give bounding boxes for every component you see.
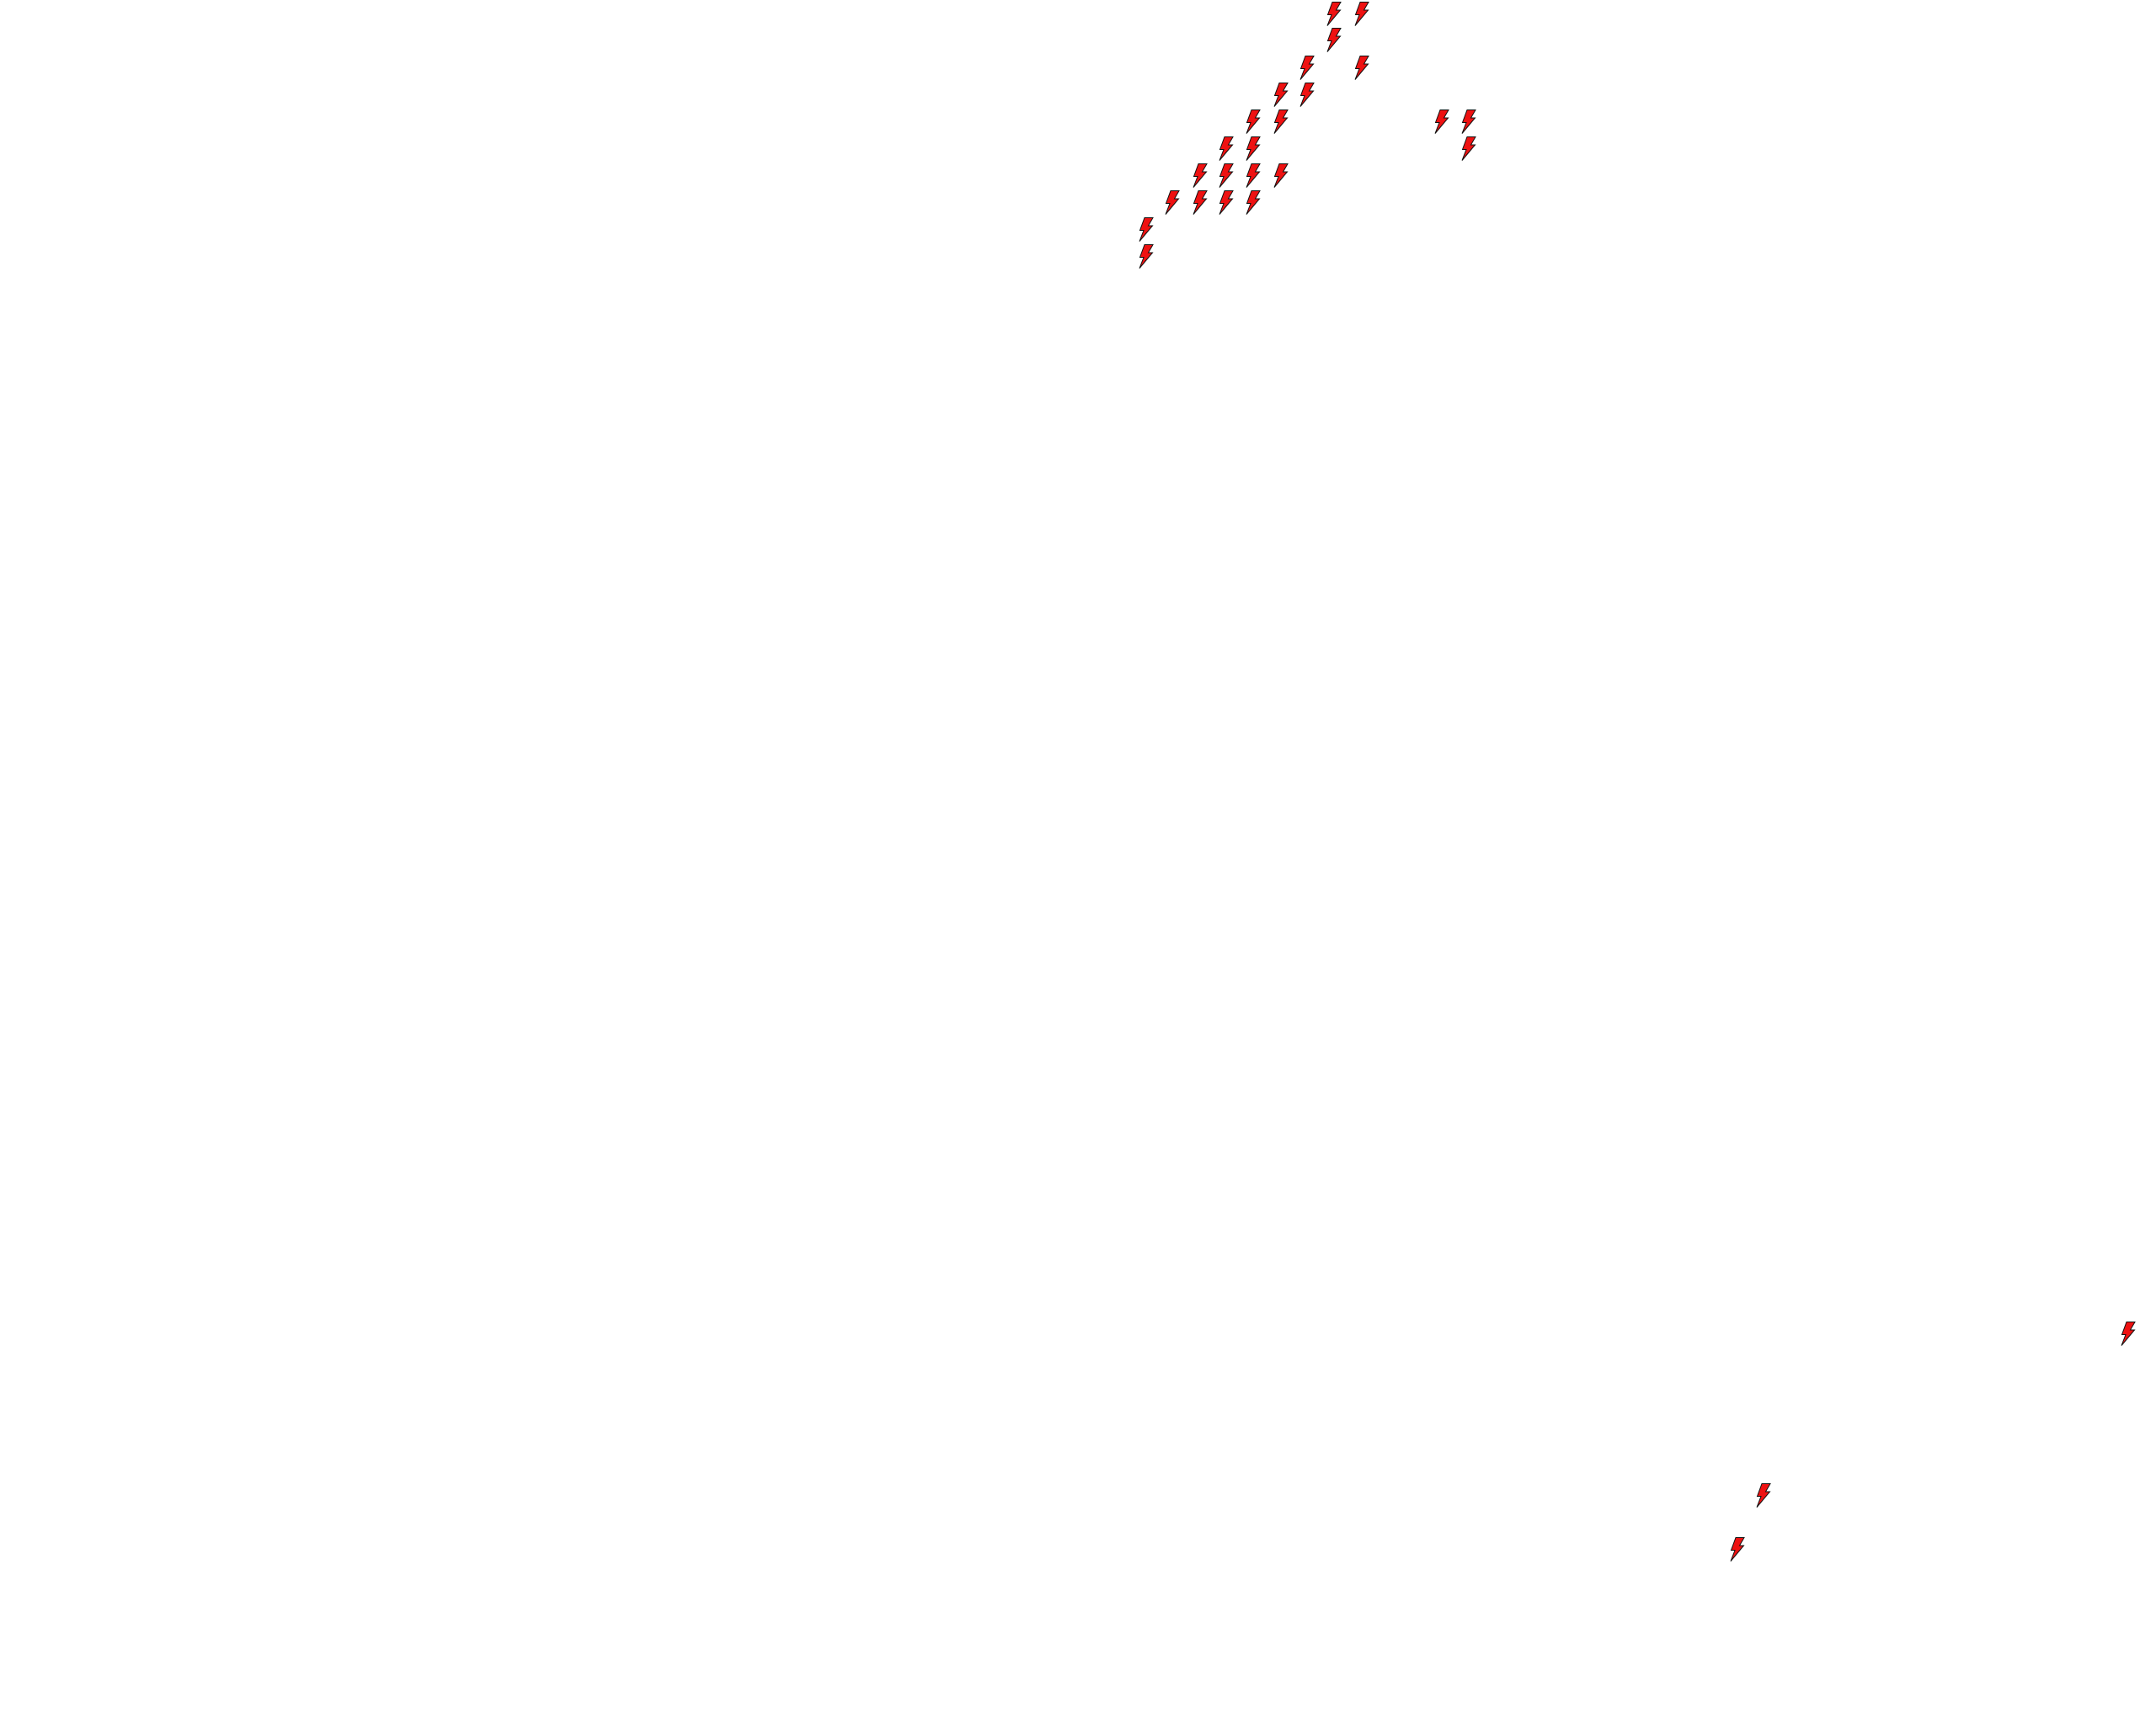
lightning-bolt-icon[interactable] — [1139, 217, 1154, 242]
lightning-bolt-icon[interactable] — [1246, 163, 1261, 188]
lightning-bolt-icon[interactable] — [1246, 109, 1261, 134]
lightning-bolt-icon[interactable] — [1246, 190, 1261, 215]
lightning-bolt-icon[interactable] — [1434, 109, 1449, 134]
lightning-bolt-icon[interactable] — [1354, 56, 1369, 80]
lightning-bolt-icon[interactable] — [1299, 83, 1315, 107]
lightning-bolt-icon[interactable] — [1193, 190, 1208, 215]
lightning-bolt-icon[interactable] — [1273, 163, 1289, 188]
lightning-bolt-icon[interactable] — [1354, 2, 1369, 26]
lightning-bolt-icon[interactable] — [1219, 136, 1234, 161]
lightning-bolt-icon[interactable] — [1139, 244, 1154, 269]
lightning-bolt-icon[interactable] — [1273, 109, 1289, 134]
lightning-bolt-icon[interactable] — [1193, 163, 1208, 188]
lightning-bolt-icon[interactable] — [1756, 1483, 1771, 1508]
lightning-bolt-icon[interactable] — [1299, 56, 1315, 80]
lightning-bolt-icon[interactable] — [2121, 1322, 2136, 1346]
lightning-bolt-icon[interactable] — [1219, 190, 1234, 215]
lightning-bolt-icon[interactable] — [1326, 28, 1342, 52]
lightning-bolt-icon[interactable] — [1165, 190, 1180, 215]
lightning-bolt-icon[interactable] — [1730, 1537, 1745, 1562]
lightning-bolt-icon[interactable] — [1326, 2, 1342, 26]
lightning-bolt-icon[interactable] — [1219, 163, 1234, 188]
lightning-bolt-icon[interactable] — [1461, 109, 1476, 134]
lightning-bolt-icon[interactable] — [1246, 136, 1261, 161]
lightning-bolt-icon[interactable] — [1273, 83, 1289, 107]
lightning-bolt-icon[interactable] — [1461, 136, 1476, 161]
